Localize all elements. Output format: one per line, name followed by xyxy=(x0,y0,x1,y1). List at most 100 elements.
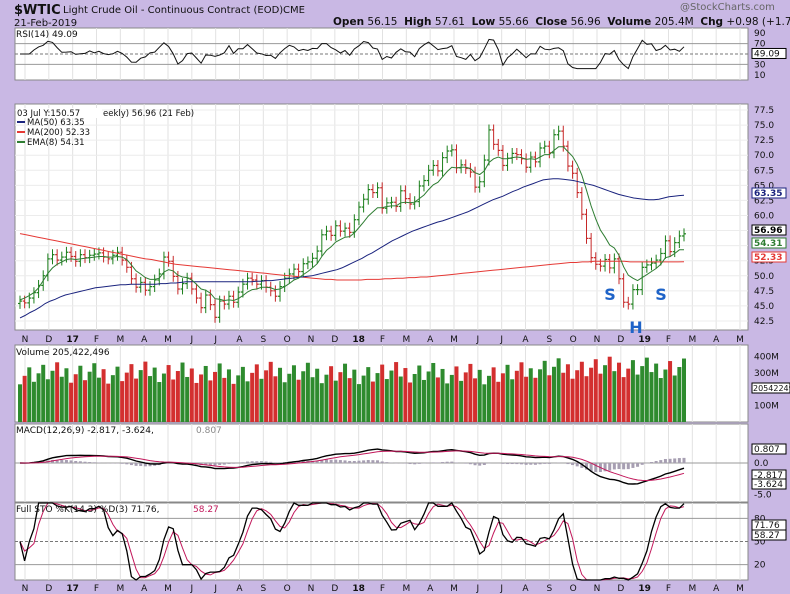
macd-hist-bar xyxy=(334,459,338,463)
macd-hist-bar xyxy=(255,461,259,463)
volume-bar xyxy=(533,377,538,422)
macd-hist-bar xyxy=(362,460,366,463)
volume-bar xyxy=(528,368,533,422)
volume-bar xyxy=(315,368,320,422)
volume-bar xyxy=(542,360,547,422)
x-tick-label: N xyxy=(308,335,315,345)
y-tick-label: 67.5 xyxy=(754,166,774,176)
ma200-line xyxy=(19,233,685,281)
x-tick-label: N xyxy=(22,584,29,594)
volume-bar xyxy=(658,378,663,422)
macd-hist-bar xyxy=(501,463,505,464)
volume-bar xyxy=(217,363,222,422)
ohlc-readout: Open 56.15 High 57.61 Low 55.66 Close 56… xyxy=(333,16,790,28)
volume-bar xyxy=(245,381,250,422)
volume-bar xyxy=(338,372,343,422)
y-tick-label: 45.0 xyxy=(754,302,774,312)
y-tick-label: 60.0 xyxy=(754,211,774,221)
volume-bar xyxy=(278,367,283,422)
volume-bar xyxy=(69,382,74,422)
macd-hist-bar xyxy=(608,463,612,471)
volume-bar xyxy=(50,370,55,422)
macd-tag-box xyxy=(751,443,787,455)
x-tick-label: 17 xyxy=(66,335,79,345)
volume-bar xyxy=(180,362,185,422)
macd-hist-bar xyxy=(264,461,268,463)
macd-hist-bar xyxy=(83,461,87,463)
macd-hist-bar xyxy=(357,460,361,463)
x-tick-label: A xyxy=(427,335,434,345)
macd-hist-bar xyxy=(506,463,510,465)
macd-hist-bar xyxy=(324,459,328,463)
x-tick-label: A xyxy=(522,335,529,345)
macd-hist-bar xyxy=(227,463,231,464)
price-tag-box xyxy=(751,224,787,236)
volume-bar xyxy=(473,378,478,422)
y-tick-label: 50.0 xyxy=(754,272,774,282)
macd-hist-bar xyxy=(366,460,370,463)
volume-bar xyxy=(64,368,69,422)
volume-bar xyxy=(226,369,231,422)
volume-bar xyxy=(607,356,612,422)
volume-bar xyxy=(152,367,157,422)
macd-hist-bar xyxy=(617,463,621,470)
volume-bar xyxy=(161,373,166,422)
macd-hist-bar xyxy=(654,461,658,463)
volume-bar xyxy=(343,363,348,422)
volume-bar xyxy=(366,367,371,422)
volume-bar xyxy=(575,370,580,422)
x-tick-label: F xyxy=(380,584,385,594)
macd-hist-bar xyxy=(329,459,333,463)
volume-bar xyxy=(426,371,431,422)
price-caption-date: 03 Jul Y:150.57 xyxy=(17,109,80,119)
volume-bar xyxy=(482,384,487,422)
volume-bar xyxy=(166,365,171,422)
macd-hist-bar xyxy=(246,461,250,463)
x-tick-label: M xyxy=(402,584,410,594)
volume-bar xyxy=(561,372,566,422)
macd-hist-bar xyxy=(283,461,287,463)
macd-hist-bar xyxy=(515,463,519,465)
volume-bar xyxy=(59,376,64,422)
x-tick-label: A xyxy=(236,584,243,594)
macd-hist-bar xyxy=(417,463,421,464)
volume-tick-label: 300M xyxy=(754,369,779,379)
macd-hist-bar xyxy=(380,461,384,463)
volume-bar xyxy=(124,372,129,422)
macd-hist-bar xyxy=(603,463,607,472)
volume-bar xyxy=(384,379,389,422)
price-tag: 54.31 xyxy=(754,239,782,249)
volume-bar xyxy=(649,372,654,422)
y-tick-label: 65.0 xyxy=(754,181,774,191)
volume-bar xyxy=(663,369,668,422)
macd-tick-label: 0.0 xyxy=(754,459,769,469)
volume-bar xyxy=(259,378,264,422)
macd-hist-bar xyxy=(297,461,301,463)
y-tick-label: 70.0 xyxy=(754,151,774,161)
macd-hist-bar xyxy=(547,463,551,464)
macd-hist-bar xyxy=(640,463,644,465)
volume-bar xyxy=(612,371,617,422)
x-tick-label: A xyxy=(141,335,148,345)
macd-hist-bar xyxy=(510,463,514,465)
macd-hist-bar xyxy=(529,463,533,465)
volume-bar xyxy=(115,366,120,422)
volume-bar xyxy=(296,379,301,422)
volume-bar xyxy=(18,384,22,422)
pattern-annotation: S xyxy=(604,285,616,304)
volume-bar xyxy=(519,362,524,422)
macd-hist-bar xyxy=(371,460,375,463)
x-tick-label: S xyxy=(546,335,552,345)
volume-bar xyxy=(134,378,139,422)
rsi-tick-label: 30 xyxy=(754,60,766,70)
volume-bar xyxy=(621,377,626,422)
volume-bar xyxy=(305,362,310,422)
macd-signal-line xyxy=(20,450,685,482)
macd-hist-bar xyxy=(241,462,245,463)
x-tick-label: 19 xyxy=(638,584,651,594)
sto-tag-box xyxy=(751,529,787,541)
volume-bar xyxy=(514,370,519,422)
macd-label: MACD(12,26,9) -2.817, -3.624, xyxy=(16,426,154,436)
x-tick-label: S xyxy=(260,335,266,345)
